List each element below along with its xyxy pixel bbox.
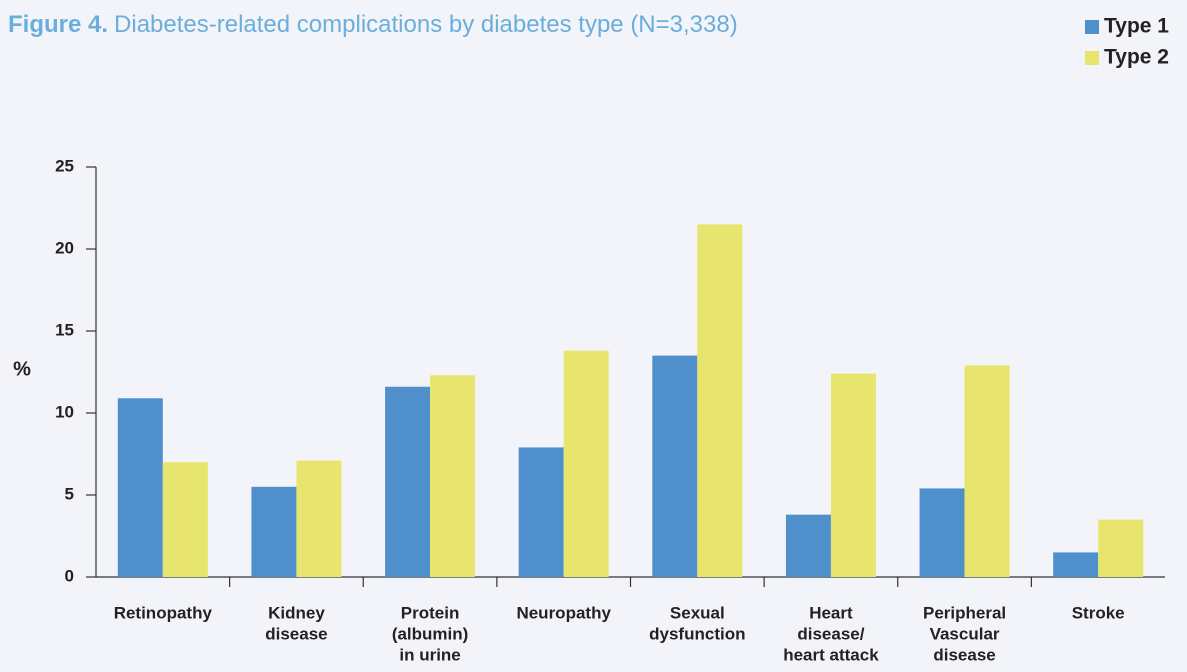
x-tick-label: Vascular bbox=[930, 624, 1000, 643]
bar bbox=[919, 488, 965, 577]
x-tick-label: Neuropathy bbox=[516, 603, 611, 622]
x-tick-label: disease/ bbox=[797, 624, 864, 643]
x-tick-label: Peripheral bbox=[923, 603, 1006, 622]
legend-swatch bbox=[1085, 51, 1099, 65]
x-tick-label: Kidney bbox=[268, 603, 325, 622]
bar bbox=[162, 462, 208, 577]
y-tick-label: 25 bbox=[55, 156, 74, 175]
x-tick-label: Stroke bbox=[1072, 603, 1125, 622]
y-axis-label: % bbox=[13, 358, 31, 380]
bar bbox=[518, 447, 564, 577]
legend-label: Type 2 bbox=[1104, 46, 1169, 69]
x-tick-label: (albumin) bbox=[392, 624, 469, 643]
bar bbox=[1098, 519, 1144, 577]
bar bbox=[1053, 552, 1099, 577]
bar bbox=[964, 365, 1010, 577]
bar bbox=[697, 224, 743, 577]
chart-title: Figure 4. Diabetes-related complications … bbox=[8, 11, 738, 38]
x-tick-label: in urine bbox=[399, 645, 460, 664]
x-tick-label: Heart bbox=[809, 603, 853, 622]
bar bbox=[117, 398, 163, 577]
x-tick-label: disease bbox=[933, 645, 995, 664]
bar bbox=[830, 373, 876, 577]
y-tick-label: 0 bbox=[65, 566, 74, 585]
x-tick-label: Sexual bbox=[670, 603, 725, 622]
x-tick-label: Retinopathy bbox=[114, 603, 213, 622]
legend-swatch bbox=[1085, 20, 1099, 34]
y-tick-label: 5 bbox=[65, 484, 74, 503]
y-tick-label: 10 bbox=[55, 402, 74, 421]
x-tick-label: disease bbox=[265, 624, 327, 643]
bar bbox=[563, 350, 609, 577]
bar bbox=[385, 386, 431, 577]
x-tick-label: Protein bbox=[401, 603, 460, 622]
bar bbox=[430, 375, 476, 577]
y-tick-label: 20 bbox=[55, 238, 74, 257]
bar bbox=[785, 514, 831, 577]
legend-label: Type 1 bbox=[1104, 15, 1169, 38]
y-tick-label: 15 bbox=[55, 320, 74, 339]
bar bbox=[652, 355, 698, 577]
bar bbox=[296, 460, 342, 577]
bar bbox=[251, 486, 297, 577]
figure-label: Figure 4. bbox=[8, 11, 108, 38]
x-tick-label: dysfunction bbox=[649, 624, 745, 643]
title-text: Diabetes-related complications by diabet… bbox=[114, 11, 738, 38]
x-tick-label: heart attack bbox=[783, 645, 879, 664]
